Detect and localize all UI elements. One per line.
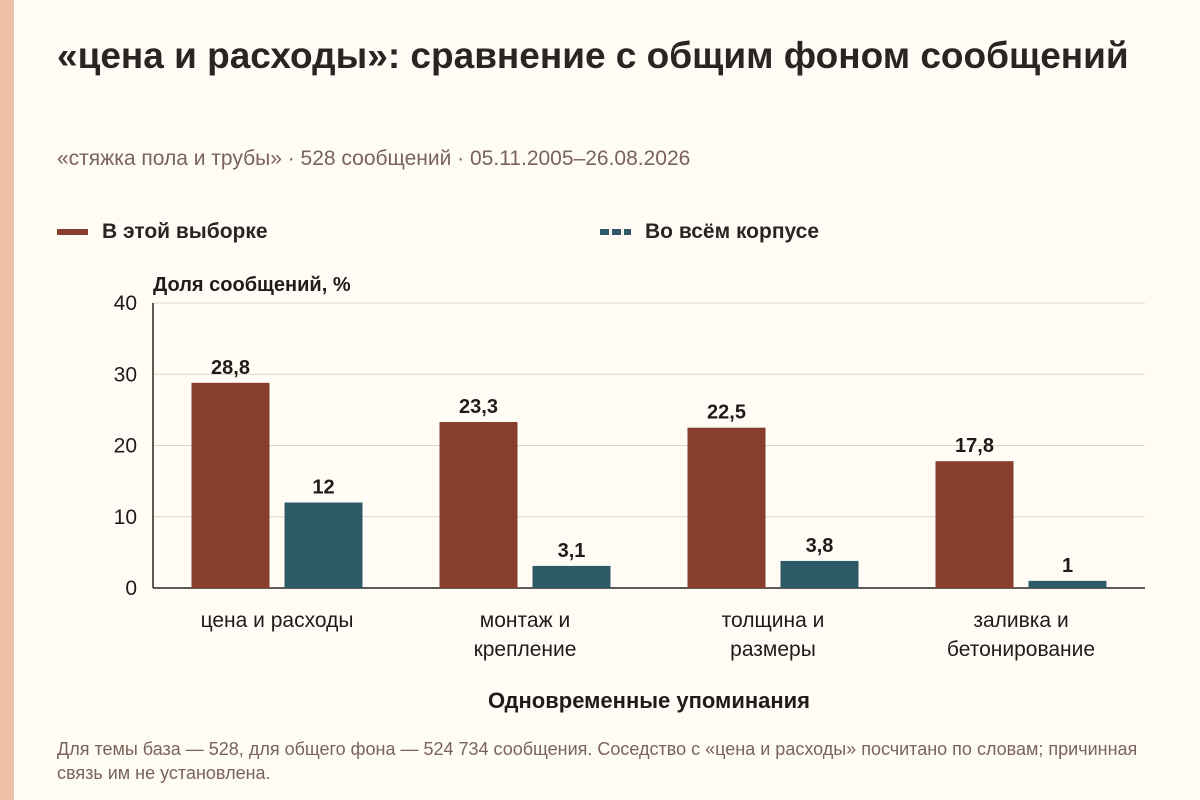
page-subtitle: «стяжка пола и трубы» · 528 сообщений · … bbox=[57, 147, 691, 170]
x-tick-label: крепление bbox=[474, 638, 577, 661]
bar-sample bbox=[439, 421, 518, 588]
bar-value-label: 1 bbox=[1062, 555, 1073, 577]
y-axis-label: Доля сообщений, % bbox=[153, 274, 351, 296]
bar-value-label: 17,8 bbox=[955, 435, 994, 457]
y-tick-label: 40 bbox=[114, 292, 137, 315]
legend-swatch-corpus bbox=[600, 229, 631, 235]
legend-item-corpus: Во всём корпусе bbox=[600, 220, 819, 244]
y-tick-label: 20 bbox=[114, 435, 137, 458]
x-tick-label: монтаж и bbox=[480, 609, 570, 632]
footnote: Для темы база — 528, для общего фона — 5… bbox=[57, 739, 1138, 783]
bar-sample bbox=[935, 461, 1014, 588]
bars bbox=[191, 382, 1107, 588]
bar-corpus bbox=[1028, 580, 1107, 588]
bar-value-label: 3,1 bbox=[558, 540, 586, 562]
y-tick-label: 30 bbox=[114, 363, 137, 386]
x-tick-label: размеры bbox=[730, 638, 816, 661]
x-axis-label: Одновременные упоминания bbox=[488, 688, 810, 713]
x-tick-label: цена и расходы bbox=[201, 609, 354, 632]
legend-label-sample: В этой выборке bbox=[102, 220, 268, 243]
page-title: «цена и расходы»: сравнение с общим фоно… bbox=[57, 35, 1129, 76]
legend-label-corpus: Во всём корпусе bbox=[645, 220, 820, 243]
category-labels: цена и расходы монтаж и крепление толщина и… bbox=[201, 609, 1095, 661]
bar-value-label: 12 bbox=[312, 477, 334, 499]
legend-item-sample: В этой выборке bbox=[57, 220, 268, 244]
bar-sample bbox=[191, 382, 270, 588]
legend-swatch-sample bbox=[57, 229, 88, 235]
bar-value-label: 23,3 bbox=[459, 396, 498, 418]
y-tick-label: 10 bbox=[114, 506, 137, 529]
bar-value-label: 28,8 bbox=[211, 357, 250, 379]
data-labels: 28,8 12 23,3 3,1 22,5 3,8 17,8 1 bbox=[211, 357, 1073, 577]
bar-corpus bbox=[532, 565, 611, 588]
bar-value-label: 3,8 bbox=[806, 535, 834, 557]
x-tick-label: бетонирование bbox=[947, 638, 1095, 661]
accent-bar bbox=[0, 0, 14, 800]
bar-corpus bbox=[284, 502, 363, 588]
x-tick-label: толщина и bbox=[722, 609, 825, 632]
bar-value-label: 22,5 bbox=[707, 402, 746, 424]
y-tick-label: 0 bbox=[125, 577, 137, 600]
bar-sample bbox=[687, 427, 766, 588]
x-tick-label: заливка и bbox=[973, 609, 1068, 632]
bar-corpus bbox=[780, 560, 859, 588]
